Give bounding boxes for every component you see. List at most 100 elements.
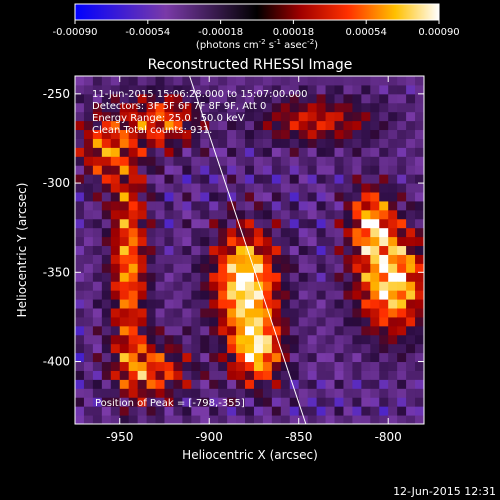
heatmap-cell (271, 254, 282, 264)
heatmap-cell (289, 209, 300, 220)
heatmap-cell (155, 147, 165, 157)
heatmap-cell (155, 138, 165, 148)
heatmap-cell (334, 183, 344, 193)
heatmap-cell (361, 361, 371, 371)
heatmap-cell (218, 361, 228, 371)
heatmap-cell (227, 209, 237, 220)
heatmap-cell (262, 343, 273, 354)
heatmap-cell (406, 236, 416, 247)
heatmap-cell (137, 397, 148, 407)
heatmap-cell (415, 281, 424, 291)
heatmap-cell (200, 120, 210, 131)
heatmap-cell (415, 192, 424, 202)
heatmap-cell (218, 254, 228, 264)
heatmap-cell (343, 308, 353, 318)
heatmap-cell (397, 316, 407, 327)
heatmap-cell (343, 361, 353, 371)
heatmap-cell (119, 129, 130, 139)
heatmap-cell (388, 406, 398, 416)
heatmap-cell (361, 200, 371, 211)
heatmap-cell (307, 254, 318, 264)
heatmap-cell (334, 84, 344, 95)
heatmap-cell (289, 147, 300, 157)
heatmap-cell (262, 111, 273, 122)
heatmap-cell (316, 111, 327, 122)
heatmap-cell (352, 200, 362, 211)
heatmap-cell (155, 316, 165, 327)
heatmap-cell (75, 299, 85, 309)
heatmap-cell (191, 388, 201, 398)
heatmap-cell (397, 325, 407, 336)
heatmap-cell (370, 415, 380, 424)
heatmap-cell (191, 218, 201, 229)
heatmap-cell (370, 129, 380, 139)
heatmap-cell (352, 290, 362, 300)
heatmap-cell (75, 272, 85, 282)
heatmap-cell (209, 227, 219, 238)
heatmap-cell (280, 76, 291, 86)
heatmap-cell (298, 299, 309, 309)
heatmap-cell (307, 388, 318, 398)
heatmap-cell (110, 200, 121, 211)
heatmap-cell (218, 227, 228, 238)
heatmap-cell (370, 147, 380, 157)
heatmap-cell (200, 138, 210, 148)
heatmap-cell (370, 192, 380, 202)
heatmap-cell (137, 325, 148, 336)
heatmap-cell (92, 209, 103, 220)
heatmap-cell (397, 129, 407, 139)
heatmap-cell (370, 254, 380, 264)
heatmap-cell (307, 334, 318, 345)
heatmap-cell (379, 272, 389, 282)
heatmap-cell (137, 290, 148, 300)
heatmap-cell (155, 183, 165, 193)
heatmap-cell (83, 325, 94, 336)
heatmap-cell (182, 84, 192, 95)
heatmap-cell (262, 254, 273, 264)
heatmap-cell (316, 129, 327, 139)
heatmap-cell (388, 218, 398, 229)
heatmap-cell (83, 93, 94, 104)
heatmap-cell (406, 165, 416, 175)
heatmap-cell (271, 183, 282, 193)
heatmap-cell (155, 379, 165, 389)
heatmap-cell (307, 192, 318, 202)
heatmap-cell (397, 343, 407, 354)
heatmap-cell (352, 165, 362, 175)
heatmap-cell (119, 290, 130, 300)
heatmap-cell (388, 254, 398, 264)
heatmap-cell (352, 263, 362, 273)
heatmap-cell (146, 84, 157, 95)
heatmap-cell (236, 370, 246, 380)
heatmap-cell (298, 290, 309, 300)
heatmap-cell (325, 263, 336, 273)
heatmap-cell (182, 325, 192, 336)
heatmap-cell (307, 272, 318, 282)
heatmap-cell (343, 147, 353, 157)
heatmap-cell (200, 218, 210, 229)
heatmap-cell (334, 334, 344, 345)
colorbar-ticks: -0.00090 -0.00054 -0.00018 0.00018 0.00054 0.… (53, 20, 460, 38)
heatmap-cell (388, 281, 398, 291)
heatmap-cell (137, 174, 148, 184)
heatmap-cell (253, 120, 264, 131)
heatmap-cell (83, 370, 94, 380)
heatmap-cell (271, 281, 282, 291)
heatmap-cell (128, 379, 139, 389)
heatmap-cell (92, 138, 103, 148)
heatmap-cell (236, 227, 246, 238)
heatmap-cell (101, 343, 112, 354)
heatmap-cell (236, 254, 246, 264)
heatmap-cell (388, 415, 398, 424)
heatmap-cell (325, 397, 336, 407)
heatmap-cell (209, 415, 219, 424)
heatmap-cell (262, 299, 273, 309)
heatmap-cell (298, 200, 309, 211)
heatmap-cell (83, 156, 94, 166)
heatmap-cell (146, 334, 157, 345)
heatmap-cell (388, 370, 398, 380)
heatmap-cell (271, 334, 282, 345)
heatmap-cell (182, 102, 192, 113)
heatmap-cell (191, 102, 201, 113)
heatmap-cell (227, 156, 237, 166)
